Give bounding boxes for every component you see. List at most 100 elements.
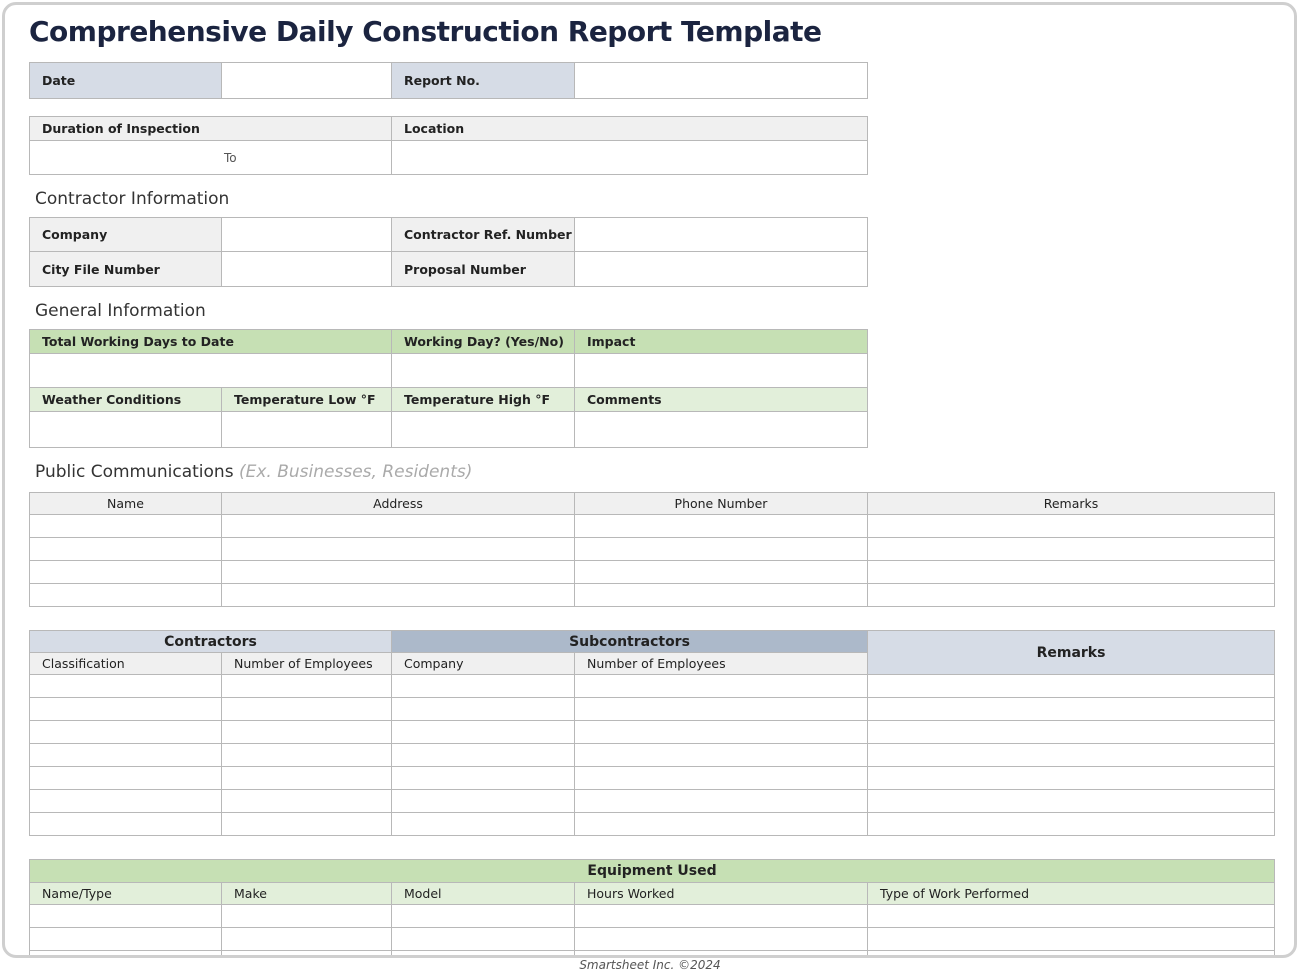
public-comm-heading: Public Communications (Ex. Businesses, R…	[35, 462, 472, 482]
table-cell[interactable]	[29, 766, 222, 790]
table-cell[interactable]	[867, 766, 1276, 790]
table-cell[interactable]	[391, 766, 575, 790]
table-cell[interactable]	[221, 674, 392, 698]
impact-field[interactable]	[574, 353, 868, 388]
table-cell[interactable]	[573, 674, 869, 698]
temp-high-field[interactable]	[391, 411, 575, 448]
table-cell[interactable]	[29, 904, 222, 928]
table-cell[interactable]	[391, 904, 575, 928]
proposal-field[interactable]	[574, 251, 868, 287]
table-cell[interactable]	[221, 904, 392, 928]
table-cell[interactable]	[867, 537, 1275, 561]
table-cell[interactable]	[867, 583, 1275, 607]
table-cell[interactable]	[221, 537, 575, 561]
comments-field[interactable]	[574, 411, 868, 448]
table-cell[interactable]	[574, 950, 868, 955]
table-cell[interactable]	[867, 743, 1276, 767]
company-field[interactable]	[221, 217, 392, 252]
table-cell[interactable]	[29, 812, 222, 836]
col-name: Name	[29, 492, 222, 515]
city-file-field[interactable]	[221, 251, 392, 287]
table-row	[29, 789, 1276, 813]
table-cell[interactable]	[29, 697, 222, 721]
table-cell[interactable]	[391, 743, 575, 767]
table-cell[interactable]	[221, 927, 392, 951]
table-cell[interactable]	[221, 812, 392, 836]
table-row	[29, 950, 1275, 955]
table-cell[interactable]	[221, 743, 392, 767]
table-cell[interactable]	[573, 812, 869, 836]
table-cell[interactable]	[29, 720, 222, 744]
table-cell[interactable]	[574, 560, 868, 584]
table-cell[interactable]	[574, 904, 868, 928]
col-num-employees: Number of Employees	[221, 652, 392, 675]
table-cell[interactable]	[574, 537, 868, 561]
table-cell[interactable]	[29, 537, 222, 561]
table-cell[interactable]	[29, 927, 222, 951]
contractor-ref-field[interactable]	[574, 217, 868, 252]
table-row	[29, 720, 1276, 744]
table-cell[interactable]	[573, 789, 869, 813]
table-row	[29, 674, 1276, 698]
col-remarks: Remarks	[867, 492, 1275, 515]
table-cell[interactable]	[29, 674, 222, 698]
table-cell[interactable]	[867, 720, 1276, 744]
table-cell[interactable]	[574, 514, 868, 538]
table-cell[interactable]	[867, 697, 1276, 721]
table-cell[interactable]	[867, 927, 1275, 951]
table-cell[interactable]	[29, 514, 222, 538]
table-cell[interactable]	[867, 950, 1275, 955]
table-cell[interactable]	[29, 743, 222, 767]
table-cell[interactable]	[221, 720, 392, 744]
remarks-header: Remarks	[867, 630, 1276, 675]
table-cell[interactable]	[574, 583, 868, 607]
impact-label: Impact	[574, 329, 868, 354]
table-cell[interactable]	[391, 720, 575, 744]
duration-field[interactable]: To	[29, 140, 392, 175]
table-cell[interactable]	[29, 950, 222, 955]
location-field[interactable]	[391, 140, 868, 175]
report-no-field[interactable]	[574, 62, 868, 99]
table-cell[interactable]	[867, 514, 1275, 538]
weather-field[interactable]	[29, 411, 222, 448]
company-label: Company	[29, 217, 222, 252]
working-day-field[interactable]	[391, 353, 575, 388]
table-cell[interactable]	[29, 789, 222, 813]
date-field[interactable]	[221, 62, 392, 99]
footer-copyright: Smartsheet Inc. ©2024	[579, 958, 721, 972]
weather-label: Weather Conditions	[29, 387, 222, 412]
table-cell[interactable]	[391, 789, 575, 813]
table-cell[interactable]	[867, 560, 1275, 584]
duration-location-table: Duration of Inspection Location To	[29, 116, 868, 175]
table-cell[interactable]	[867, 674, 1276, 698]
city-file-label: City File Number	[29, 251, 222, 287]
table-cell[interactable]	[573, 743, 869, 767]
proposal-label: Proposal Number	[391, 251, 575, 287]
temp-low-field[interactable]	[221, 411, 392, 448]
table-cell[interactable]	[573, 720, 869, 744]
table-row	[29, 560, 1275, 584]
table-cell[interactable]	[574, 927, 868, 951]
table-cell[interactable]	[221, 950, 392, 955]
table-cell[interactable]	[573, 697, 869, 721]
table-cell[interactable]	[391, 927, 575, 951]
table-cell[interactable]	[221, 697, 392, 721]
table-cell[interactable]	[221, 766, 392, 790]
table-cell[interactable]	[29, 560, 222, 584]
table-cell[interactable]	[867, 789, 1276, 813]
table-cell[interactable]	[391, 674, 575, 698]
table-cell[interactable]	[221, 514, 575, 538]
table-cell[interactable]	[391, 697, 575, 721]
table-cell[interactable]	[867, 812, 1276, 836]
table-row	[29, 766, 1276, 790]
col-model: Model	[391, 882, 575, 905]
table-cell[interactable]	[573, 766, 869, 790]
table-cell[interactable]	[867, 904, 1275, 928]
table-cell[interactable]	[391, 950, 575, 955]
table-cell[interactable]	[221, 789, 392, 813]
table-cell[interactable]	[391, 812, 575, 836]
table-cell[interactable]	[29, 583, 222, 607]
table-cell[interactable]	[221, 560, 575, 584]
total-days-field[interactable]	[29, 353, 392, 388]
table-cell[interactable]	[221, 583, 575, 607]
